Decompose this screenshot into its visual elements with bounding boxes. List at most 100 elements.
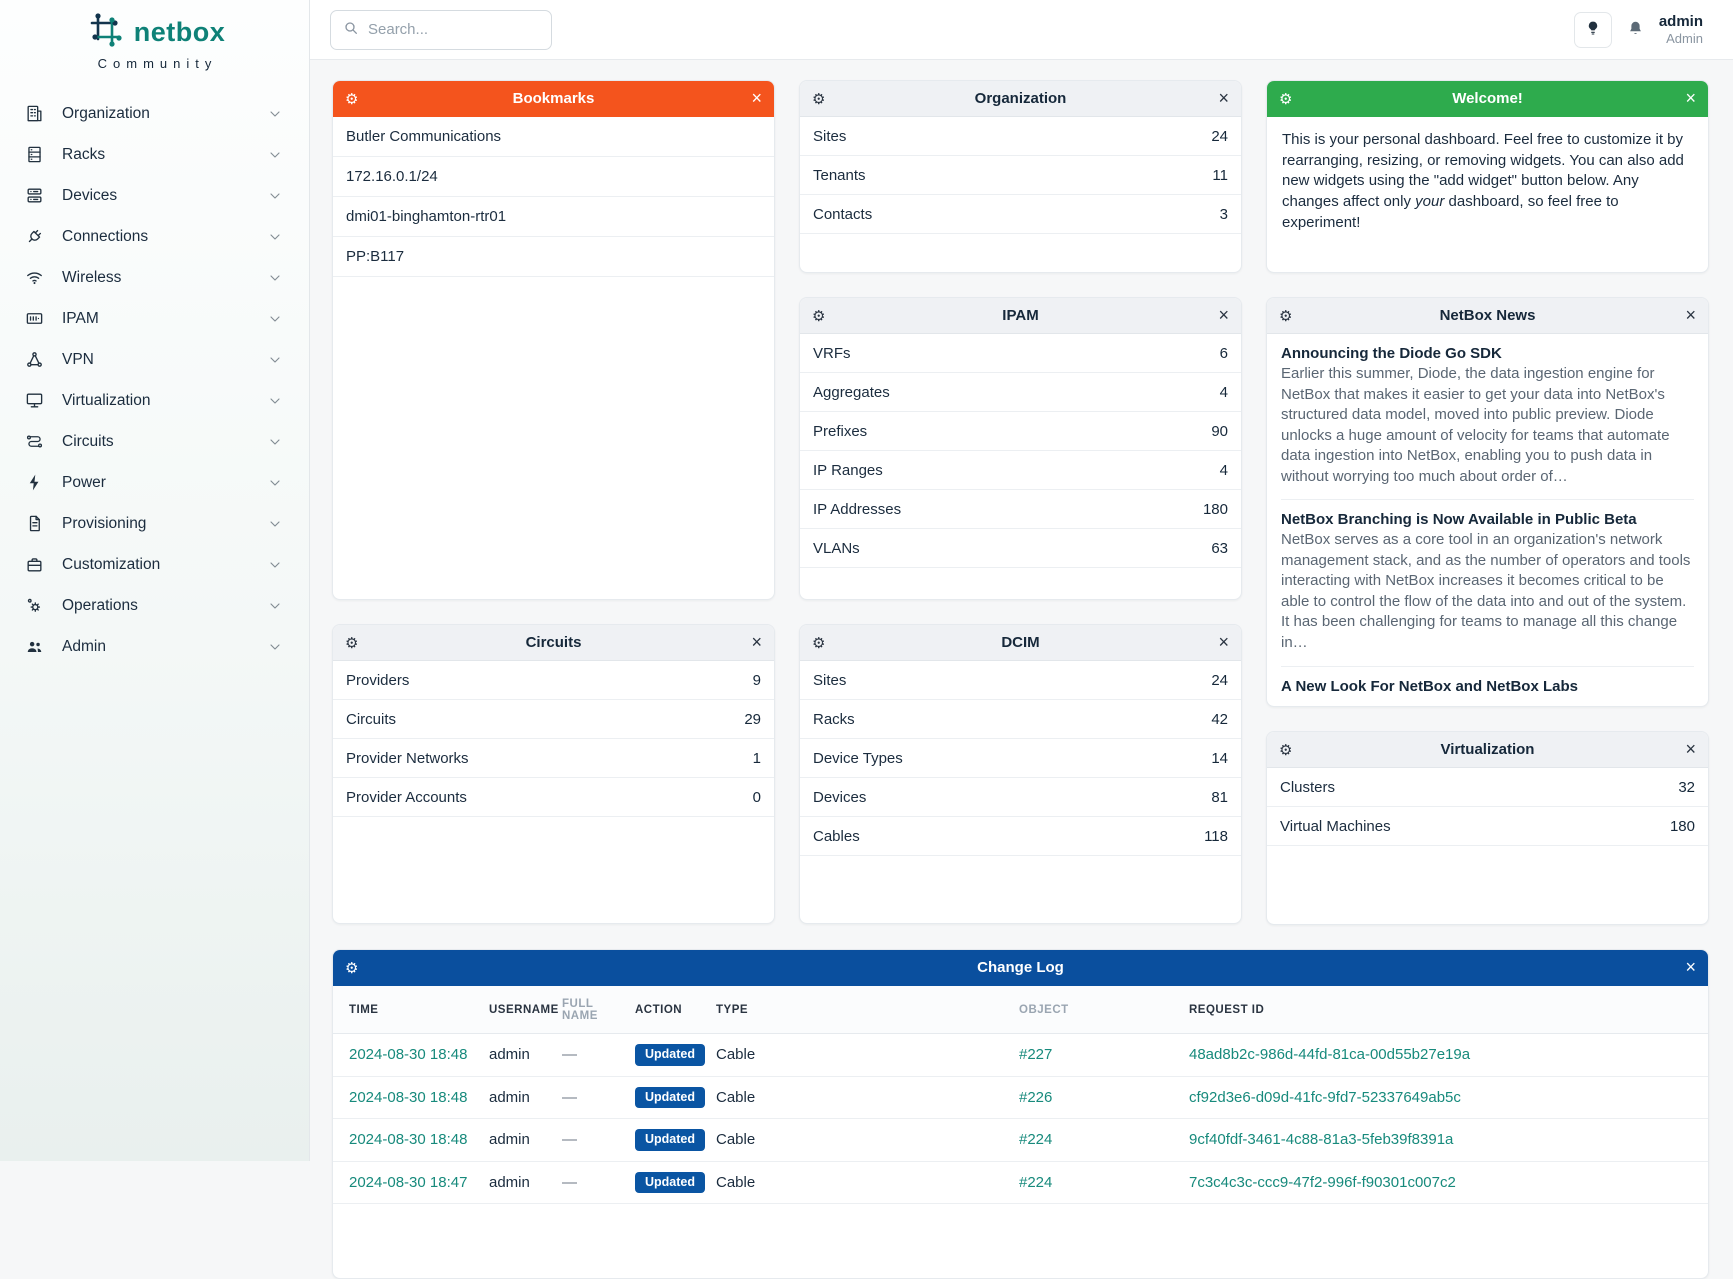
stat-value-link[interactable]: 180 xyxy=(1669,817,1695,835)
notifications-button[interactable] xyxy=(1626,19,1645,41)
ipam-widget: ⚙ IPAM × VRFs 6 Aggregates 4 Prefixes 90 IP… xyxy=(799,297,1242,600)
change-time-link[interactable]: 2024-08-30 18:47 xyxy=(349,1173,468,1191)
widget-close-icon[interactable]: × xyxy=(1218,632,1229,652)
sidebar-item-organization[interactable]: Organization xyxy=(0,93,309,134)
request-id-link[interactable]: 7c3c4c3c-ccc9-47f2-996f-f90301c007c2 xyxy=(1189,1173,1456,1191)
sidebar-item-label: Operations xyxy=(62,596,138,614)
request-id-link[interactable]: 48ad8b2c-986d-44fd-81ca-00d55b27e19a xyxy=(1189,1046,1471,1064)
chevron-down-icon xyxy=(267,557,283,573)
change-time-link[interactable]: 2024-08-30 18:48 xyxy=(349,1046,468,1064)
widget-close-icon[interactable]: × xyxy=(751,88,762,108)
widget-config-icon[interactable]: ⚙ xyxy=(1279,307,1293,325)
stat-label: Sites xyxy=(813,127,847,145)
wifi-icon xyxy=(24,268,44,288)
request-id-link[interactable]: 9cf40fdf-3461-4c88-81a3-5feb39f8391a xyxy=(1189,1131,1454,1149)
stat-value-link[interactable]: 4 xyxy=(1219,383,1228,401)
bookmark-link[interactable]: 172.16.0.1/24 xyxy=(333,157,774,197)
stat-value-link[interactable]: 0 xyxy=(752,788,761,806)
action-badge: Updated xyxy=(635,1044,705,1066)
user-menu[interactable]: admin Admin xyxy=(1659,13,1703,47)
sidebar-nav: Organization Racks Devices Connections W… xyxy=(0,93,309,667)
sidebar-item-devices[interactable]: Devices xyxy=(0,175,309,216)
change-time-link[interactable]: 2024-08-30 18:48 xyxy=(349,1088,468,1106)
request-id-link[interactable]: cf92d3e6-d09d-41fc-9fd7-52337649ab5c xyxy=(1189,1088,1461,1106)
stat-value-link[interactable]: 11 xyxy=(1212,166,1228,184)
widget-config-icon[interactable]: ⚙ xyxy=(345,634,359,652)
widget-close-icon[interactable]: × xyxy=(1685,88,1696,108)
sidebar-item-ipam[interactable]: IPAM xyxy=(0,298,309,339)
stat-value-link[interactable]: 90 xyxy=(1211,422,1228,440)
stat-row: Sites 24 xyxy=(800,117,1241,156)
stat-row: Devices 81 xyxy=(800,778,1241,817)
widget-config-icon[interactable]: ⚙ xyxy=(812,634,826,652)
search-input[interactable] xyxy=(368,21,539,38)
change-object-link[interactable]: #226 xyxy=(1019,1088,1053,1106)
change-object-link[interactable]: #224 xyxy=(1019,1131,1053,1149)
sidebar-item-virtualization[interactable]: Virtualization xyxy=(0,380,309,421)
news-article: NetBox Branching is Now Available in Pub… xyxy=(1281,500,1694,667)
news-article-link[interactable]: Announcing the Diode Go SDK xyxy=(1281,345,1502,362)
stat-value-link[interactable]: 180 xyxy=(1202,500,1228,518)
stat-row: Providers 9 xyxy=(333,661,774,700)
search-box[interactable] xyxy=(330,9,552,50)
stat-value-link[interactable]: 32 xyxy=(1678,778,1695,796)
sidebar-item-label: Power xyxy=(62,473,106,491)
brand[interactable]: netbox Community xyxy=(0,0,309,71)
widget-close-icon[interactable]: × xyxy=(1218,88,1229,108)
sidebar-item-label: IPAM xyxy=(62,309,99,327)
bookmark-link[interactable]: PP:B117 xyxy=(333,237,774,277)
stat-value-link[interactable]: 1 xyxy=(752,749,761,767)
widget-config-icon[interactable]: ⚙ xyxy=(812,307,826,325)
sidebar-item-vpn[interactable]: VPN xyxy=(0,339,309,380)
stat-value-link[interactable]: 14 xyxy=(1211,749,1228,767)
change-object-link[interactable]: #224 xyxy=(1019,1173,1053,1191)
widget-close-icon[interactable]: × xyxy=(1218,305,1229,325)
widget-config-icon[interactable]: ⚙ xyxy=(345,90,359,108)
stat-value-link[interactable]: 3 xyxy=(1219,205,1228,223)
widget-close-icon[interactable]: × xyxy=(1685,305,1696,325)
widget-config-icon[interactable]: ⚙ xyxy=(1279,90,1293,108)
widget-config-icon[interactable]: ⚙ xyxy=(1279,741,1293,759)
stat-value-link[interactable]: 42 xyxy=(1211,710,1228,728)
widget-close-icon[interactable]: × xyxy=(1685,957,1696,977)
change-object-link[interactable]: #227 xyxy=(1019,1046,1053,1064)
widget-config-icon[interactable]: ⚙ xyxy=(812,90,826,108)
sidebar-item-circuits[interactable]: Circuits xyxy=(0,421,309,462)
stat-value-link[interactable]: 9 xyxy=(752,671,761,689)
sidebar-item-admin[interactable]: Admin xyxy=(0,626,309,667)
widget-config-icon[interactable]: ⚙ xyxy=(345,959,359,977)
sidebar-item-power[interactable]: Power xyxy=(0,462,309,503)
stat-value-link[interactable]: 24 xyxy=(1211,127,1228,145)
sidebar-item-wireless[interactable]: Wireless xyxy=(0,257,309,298)
sidebar-item-racks[interactable]: Racks xyxy=(0,134,309,175)
stat-value-link[interactable]: 6 xyxy=(1219,344,1228,362)
news-article-link[interactable]: A New Look For NetBox and NetBox Labs xyxy=(1281,677,1578,695)
sidebar-item-customization[interactable]: Customization xyxy=(0,544,309,585)
stat-value-link[interactable]: 29 xyxy=(744,710,761,728)
bell-icon xyxy=(1626,19,1645,41)
stat-value-link[interactable]: 4 xyxy=(1219,461,1228,479)
user-name: admin xyxy=(1658,12,1703,30)
widget-close-icon[interactable]: × xyxy=(1685,739,1696,759)
stat-value-link[interactable]: 81 xyxy=(1211,788,1228,806)
widget-close-icon[interactable]: × xyxy=(751,632,762,652)
change-time-link[interactable]: 2024-08-30 18:48 xyxy=(349,1131,468,1149)
stat-value-link[interactable]: 24 xyxy=(1211,671,1228,689)
sidebar-item-connections[interactable]: Connections xyxy=(0,216,309,257)
bookmark-link[interactable]: dmi01-binghamton-rtr01 xyxy=(333,197,774,237)
sidebar-item-operations[interactable]: Operations xyxy=(0,585,309,626)
brand-subtitle: Community xyxy=(97,56,218,71)
changelog-widget: ⚙ Change Log × TIME USERNAME FULL NAME A… xyxy=(332,949,1709,1279)
rack-icon xyxy=(24,145,44,165)
change-type: Cable xyxy=(716,1076,1019,1119)
stat-value-link[interactable]: 118 xyxy=(1204,827,1228,845)
column-header-time: TIME xyxy=(333,986,489,1034)
bookmark-link[interactable]: Butler Communications xyxy=(333,117,774,157)
sidebar-item-provisioning[interactable]: Provisioning xyxy=(0,503,309,544)
stat-value-link[interactable]: 63 xyxy=(1211,539,1228,557)
stat-row: Device Types 14 xyxy=(800,739,1241,778)
theme-toggle-button[interactable] xyxy=(1573,11,1612,48)
bookmarks-widget: ⚙ Bookmarks × Butler Communications 172.… xyxy=(332,80,775,600)
news-widget: ⚙ NetBox News × Announcing the Diode Go … xyxy=(1266,297,1709,707)
news-article-link[interactable]: NetBox Branching is Now Available in Pub… xyxy=(1281,511,1637,529)
